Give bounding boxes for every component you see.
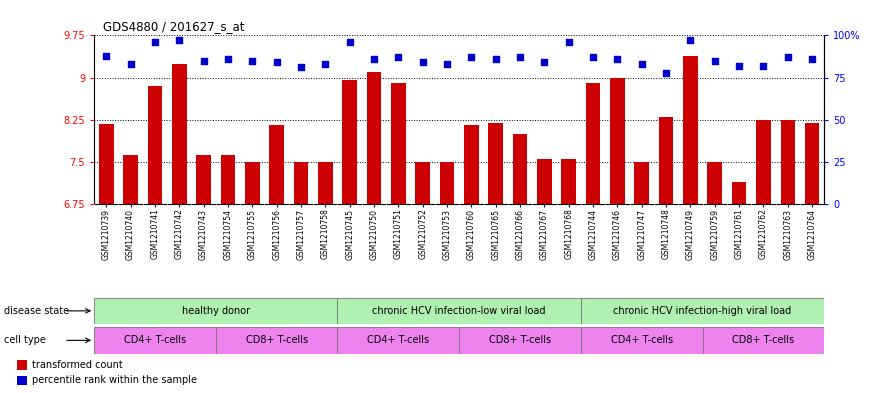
Point <box>124 61 138 67</box>
Text: CD4+ T-cells: CD4+ T-cells <box>611 335 673 345</box>
Bar <box>708 162 722 204</box>
Point <box>488 56 503 62</box>
Bar <box>659 117 674 204</box>
Text: CD8+ T-cells: CD8+ T-cells <box>246 335 307 345</box>
Bar <box>196 155 211 204</box>
Text: transformed count: transformed count <box>32 360 123 370</box>
Point <box>659 70 673 76</box>
Bar <box>216 327 338 354</box>
Bar <box>17 376 27 385</box>
Text: disease state: disease state <box>4 306 70 316</box>
Text: CD8+ T-cells: CD8+ T-cells <box>732 335 795 345</box>
Bar <box>805 123 820 204</box>
Text: CD4+ T-cells: CD4+ T-cells <box>367 335 429 345</box>
Point <box>780 54 795 61</box>
Bar <box>318 162 332 204</box>
Point <box>610 56 625 62</box>
Bar <box>586 83 600 204</box>
Point <box>538 59 552 66</box>
Point <box>270 59 284 66</box>
Bar <box>148 86 162 204</box>
Bar <box>391 83 406 204</box>
Bar <box>245 162 260 204</box>
Text: healthy donor: healthy donor <box>182 306 250 316</box>
Point <box>805 56 819 62</box>
Point <box>99 53 114 59</box>
Text: GDS4880 / 201627_s_at: GDS4880 / 201627_s_at <box>103 20 245 33</box>
Bar <box>702 327 824 354</box>
Bar <box>338 298 581 324</box>
Bar <box>17 360 27 370</box>
Bar <box>124 155 138 204</box>
Point <box>172 37 186 44</box>
Text: cell type: cell type <box>4 335 47 345</box>
Point <box>342 39 357 45</box>
Bar <box>342 81 357 204</box>
Text: CD4+ T-cells: CD4+ T-cells <box>124 335 186 345</box>
Bar <box>513 134 528 204</box>
Bar <box>172 64 186 204</box>
Bar <box>94 327 216 354</box>
Bar <box>581 298 824 324</box>
Bar <box>460 327 581 354</box>
Point <box>416 59 430 66</box>
Point <box>148 39 162 45</box>
Point <box>708 57 722 64</box>
Point <box>220 56 235 62</box>
Point <box>684 37 698 44</box>
Bar <box>537 159 552 204</box>
Bar <box>683 56 698 204</box>
Bar <box>220 155 236 204</box>
Point <box>196 57 211 64</box>
Bar <box>440 162 454 204</box>
Bar <box>464 125 478 204</box>
Point <box>586 54 600 61</box>
Point <box>246 57 260 64</box>
Point <box>294 64 308 71</box>
Point <box>513 54 527 61</box>
Bar <box>562 159 576 204</box>
Text: chronic HCV infection-high viral load: chronic HCV infection-high viral load <box>614 306 792 316</box>
Point <box>366 56 381 62</box>
Point <box>440 61 454 67</box>
Bar <box>634 162 649 204</box>
Text: percentile rank within the sample: percentile rank within the sample <box>32 375 197 386</box>
Bar <box>338 327 460 354</box>
Point <box>756 62 771 69</box>
Bar <box>732 182 746 204</box>
Bar <box>94 298 338 324</box>
Bar <box>294 162 308 204</box>
Point <box>464 54 478 61</box>
Bar <box>780 120 795 204</box>
Bar <box>610 78 625 204</box>
Point <box>562 39 576 45</box>
Text: chronic HCV infection-low viral load: chronic HCV infection-low viral load <box>373 306 546 316</box>
Bar <box>366 72 382 204</box>
Bar <box>581 327 702 354</box>
Bar <box>416 162 430 204</box>
Point <box>318 61 332 67</box>
Point <box>732 62 746 69</box>
Bar <box>488 123 503 204</box>
Point <box>634 61 649 67</box>
Bar <box>270 125 284 204</box>
Bar <box>99 124 114 204</box>
Point <box>392 54 406 61</box>
Bar <box>756 120 771 204</box>
Text: CD8+ T-cells: CD8+ T-cells <box>489 335 551 345</box>
